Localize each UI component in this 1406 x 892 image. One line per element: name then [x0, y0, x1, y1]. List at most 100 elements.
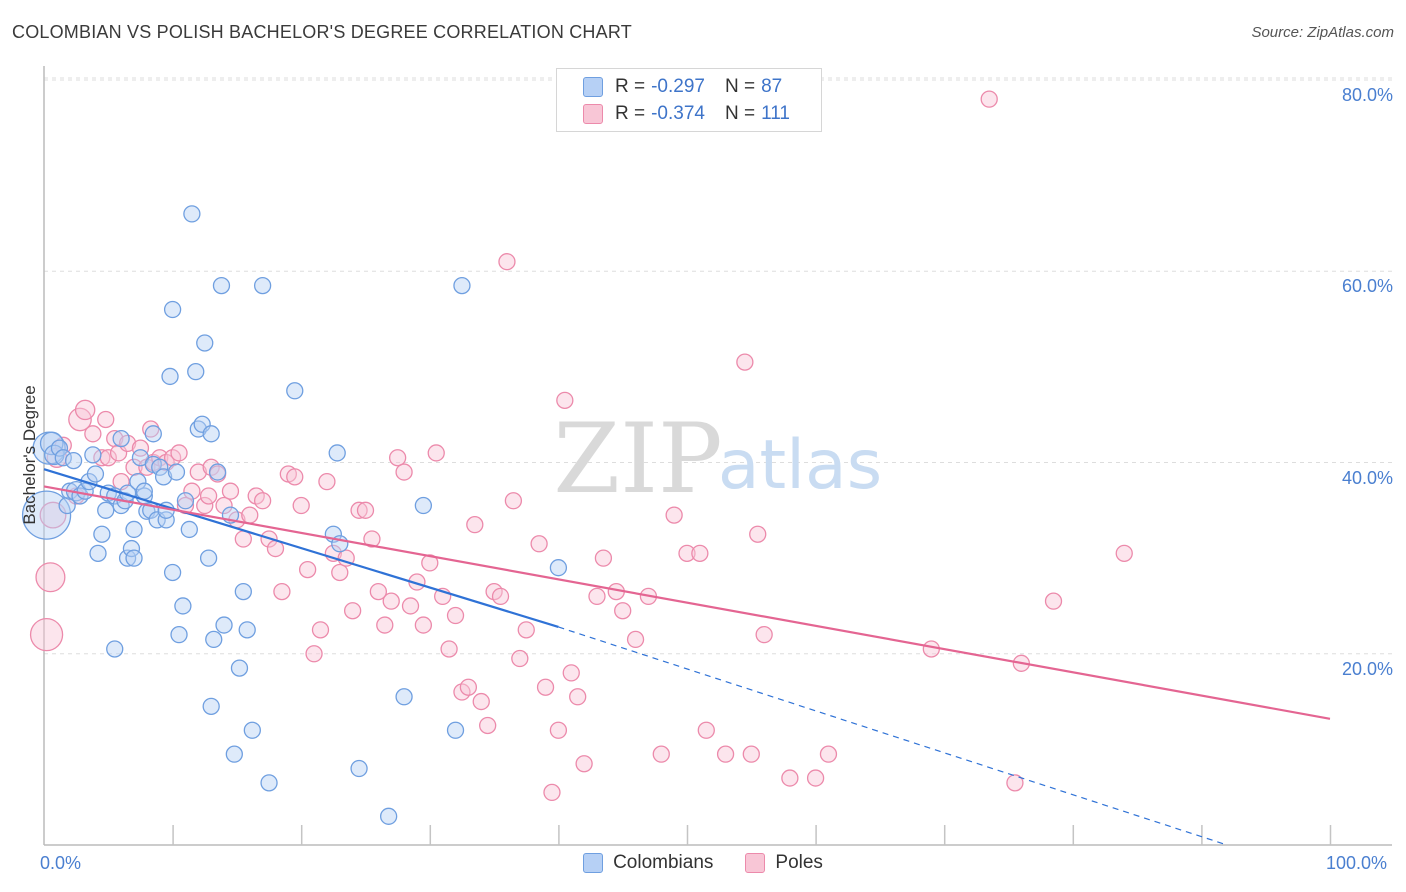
watermark-zip: ZIP	[553, 403, 722, 515]
colombians-point-15	[89, 544, 107, 562]
colombians-point-46	[170, 625, 188, 644]
poles-point-61	[401, 597, 420, 615]
poles-point-80	[530, 535, 548, 553]
colombians-point-14	[86, 465, 105, 483]
poles-point-75	[491, 587, 510, 606]
poles-point-53	[350, 501, 368, 519]
legend-r-label: R =	[615, 76, 646, 97]
poles-point-10	[97, 410, 115, 429]
colombians-point-43	[163, 563, 182, 582]
legend-r-value: -0.297	[651, 76, 705, 97]
colombians-point-59	[208, 463, 227, 481]
colombians-point-69	[260, 774, 278, 792]
colombians-point-22	[112, 429, 130, 448]
colombians-point-39	[154, 468, 173, 486]
colombians-point-64	[230, 659, 249, 677]
colombians-point-24	[118, 549, 137, 567]
poles-point-50	[331, 563, 349, 582]
y-axis-label: Bachelor's Degree	[20, 385, 39, 525]
colombians-point-55	[199, 549, 218, 567]
poles-point-55	[363, 530, 381, 548]
colombians-point-47	[174, 597, 192, 615]
poles-point-45	[298, 560, 317, 579]
poles-point-98	[697, 721, 715, 739]
legend-n-value: 111	[761, 103, 790, 124]
colombians-point-5	[54, 449, 72, 467]
poles-point-17	[131, 439, 150, 457]
legend-n-label: N =	[724, 103, 756, 124]
poles-point-91	[614, 602, 632, 620]
legend-row-colombians: R = -0.297 N = 87	[583, 75, 782, 99]
legend-r-label: R =	[615, 103, 646, 124]
legend-label-poles: Poles	[775, 852, 823, 873]
poles-point-46	[305, 645, 323, 663]
colombians-point-67	[243, 721, 261, 739]
legend-n-value: 87	[761, 76, 783, 97]
colombians-trend-line	[43, 468, 559, 629]
colombians-point-19	[106, 640, 124, 658]
legend-n-label: N =	[724, 76, 756, 97]
poles-point-88	[588, 587, 606, 606]
poles-point-101	[742, 745, 760, 763]
colombians-point-68	[253, 276, 272, 295]
poles-point-108	[980, 90, 998, 108]
poles-point-52	[343, 602, 362, 620]
colombians-point-0	[21, 490, 72, 540]
colombians-point-32	[135, 482, 153, 500]
colombians-point-65	[234, 582, 252, 601]
legend-r-value: -0.374	[651, 103, 705, 124]
correlation-legend: R = -0.297 N = 87 R = -0.374 N = 111	[556, 68, 822, 132]
poles-point-73	[479, 716, 497, 735]
poles-point-6	[68, 407, 92, 432]
poles-point-87	[575, 755, 593, 773]
poles-point-47	[311, 621, 330, 639]
colombians-point-16	[93, 525, 111, 543]
poles-point-99	[716, 745, 735, 763]
legend-swatch-poles	[583, 104, 603, 124]
poles-point-19	[142, 420, 160, 438]
legend-row-poles: R = -0.374 N = 111	[583, 102, 790, 126]
colombians-point-6	[58, 496, 76, 515]
poles-point-67	[440, 640, 458, 658]
colombians-point-50	[183, 205, 201, 223]
colombians-point-75	[379, 807, 398, 825]
poles-point-26	[183, 482, 201, 500]
colombians-point-36	[144, 425, 162, 443]
poles-point-76	[498, 253, 516, 271]
watermark-atlas: atlas	[718, 426, 882, 505]
poles-point-107	[922, 640, 940, 658]
poles-point-86	[569, 688, 587, 706]
poles-point-44	[292, 496, 310, 515]
colombians-point-58	[205, 630, 223, 649]
x-tick-max: 100.0%	[1326, 853, 1388, 873]
poles-point-83	[549, 721, 568, 739]
colombians-point-61	[215, 616, 233, 634]
legend-item-colombians[interactable]: Colombians	[583, 852, 713, 874]
colombians-point-17	[97, 501, 115, 519]
colombians-point-8	[64, 451, 83, 470]
poles-point-96	[678, 544, 696, 562]
poles-point-103	[755, 625, 773, 644]
chart-title: COLOMBIAN VS POLISH BACHELOR'S DEGREE CO…	[12, 22, 632, 42]
colombians-point-4	[50, 439, 69, 457]
poles-point-71	[466, 516, 484, 534]
poles-point-0	[29, 617, 64, 652]
colombians-point-38	[151, 458, 169, 476]
poles-point-77	[504, 492, 523, 510]
colombians-point-48	[176, 492, 195, 510]
poles-point-56	[369, 582, 388, 601]
poles-point-8	[84, 425, 102, 443]
y-tick-label-80: 80.0%	[1341, 85, 1393, 105]
poles-point-111	[1044, 592, 1063, 610]
poles-point-28	[196, 496, 214, 515]
watermark: ZIP atlas	[553, 403, 882, 515]
colombians-point-76	[395, 688, 413, 706]
poles-point-89	[594, 549, 613, 567]
colombians-point-78	[446, 721, 465, 739]
poles-point-102	[749, 525, 767, 543]
poles-point-7	[74, 399, 96, 421]
poles-point-85	[562, 664, 580, 682]
legend-item-poles[interactable]: Poles	[745, 852, 823, 874]
colombians-point-49	[180, 520, 198, 539]
